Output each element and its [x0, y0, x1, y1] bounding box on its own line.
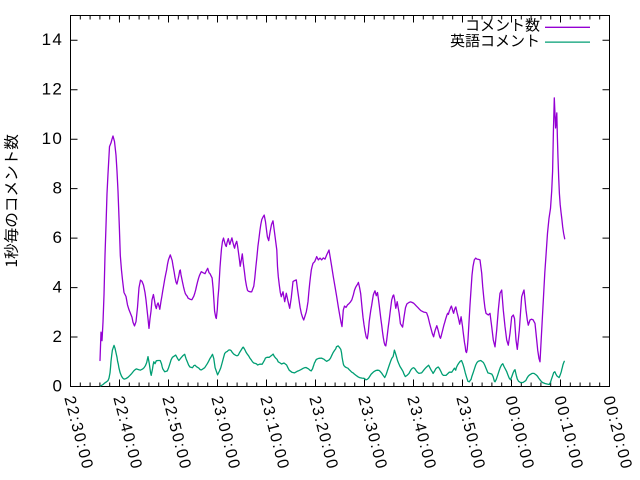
svg-text:12: 12 [42, 80, 64, 99]
svg-text:6: 6 [52, 228, 63, 247]
svg-text:14: 14 [42, 30, 64, 49]
svg-text:0: 0 [52, 377, 63, 396]
svg-text:2: 2 [52, 327, 63, 346]
svg-text:4: 4 [52, 278, 63, 297]
svg-text:8: 8 [52, 179, 63, 198]
svg-text:10: 10 [42, 129, 64, 148]
